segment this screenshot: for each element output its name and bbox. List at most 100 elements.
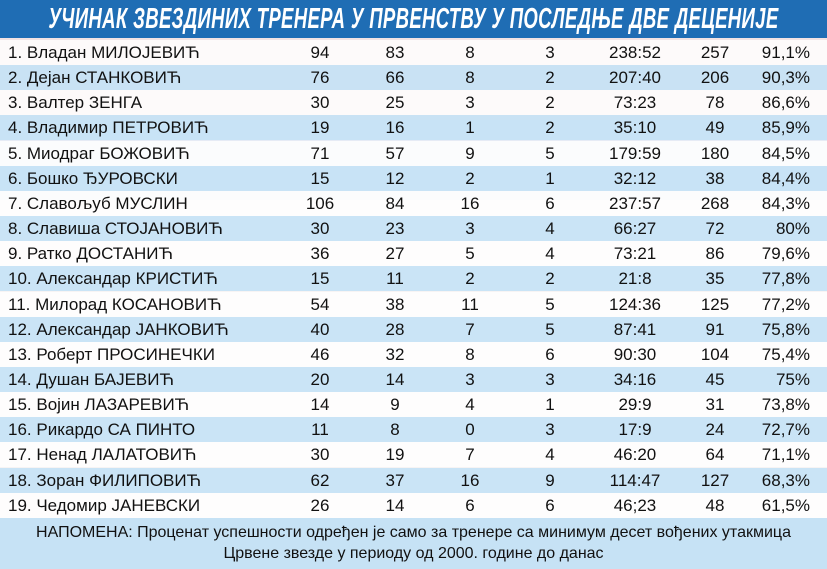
stat-cell: 84,3% <box>761 193 810 213</box>
stat-cell: 73:21 <box>613 244 657 264</box>
stat-cell: 11 <box>386 269 404 289</box>
stat-cell: 5 <box>465 244 475 264</box>
stat-cell: 7 <box>465 319 475 339</box>
stat-cell: 79,6% <box>761 244 810 264</box>
stat-cell: 124:36 <box>609 294 661 314</box>
coach-name: 6. Бошко ЂУРОВСКИ <box>8 168 178 188</box>
stat-cell: 16 <box>460 470 480 490</box>
stat-cell: 37 <box>385 470 405 490</box>
stat-cell: 3 <box>465 369 475 389</box>
stat-cell: 6 <box>465 495 475 515</box>
stat-cell: 16 <box>385 118 405 138</box>
stat-cell: 9 <box>545 470 555 490</box>
stat-cell: 2 <box>465 269 475 289</box>
stat-cell: 5 <box>545 294 555 314</box>
stat-cell: 6 <box>545 344 555 364</box>
stat-cell: 20 <box>310 369 330 389</box>
stat-cell: 71 <box>310 143 330 163</box>
stat-cell: 38 <box>705 168 725 188</box>
coach-name: 18. Зоран ФИЛИПОВИЋ <box>8 470 202 490</box>
table-row: 14. Душан БАЈЕВИЋ 20 14 3 3 34:16 45 75% <box>0 366 827 392</box>
stat-cell: 30 <box>310 93 330 113</box>
stat-cell: 46:20 <box>613 445 657 465</box>
table-row: 9. Ратко ДОСТАНИЋ 36 27 5 4 73:21 86 79,6% <box>0 241 827 267</box>
stat-cell: 104 <box>700 344 730 364</box>
stat-cell: 12 <box>385 168 405 188</box>
stat-cell: 257 <box>700 43 730 62</box>
table-row: 18. Зоран ФИЛИПОВИЋ 62 37 16 9 114:47 127 68,3% <box>0 467 827 493</box>
stat-cell: 54 <box>310 294 330 314</box>
stat-cell: 57 <box>385 143 405 163</box>
stat-cell: 90,3% <box>761 68 810 88</box>
coach-name: 10. Александар КРИСТИЋ <box>8 269 218 289</box>
stat-cell: 86 <box>705 244 725 264</box>
stat-cell: 94 <box>310 43 330 62</box>
stat-cell: 36 <box>310 244 330 264</box>
stat-cell: 66:27 <box>613 219 657 239</box>
note-line: НАПОМЕНА: Проценат успешности одређен је… <box>36 524 791 541</box>
table-row: 7. Славољуб МУСЛИН 106 84 16 6 237:57 268 84,3% <box>0 190 827 216</box>
note: НАПОМЕНА: Проценат успешности одређен је… <box>0 518 827 569</box>
stat-cell: 14 <box>385 369 405 389</box>
stat-cell: 11 <box>461 294 479 314</box>
coach-name: 12. Александар ЈАНКОВИЋ <box>8 319 229 339</box>
stat-cell: 4 <box>545 445 555 465</box>
stat-cell: 14 <box>310 395 330 415</box>
stat-cell: 206 <box>700 68 730 88</box>
stat-cell: 1 <box>465 118 475 138</box>
stat-cell: 2 <box>545 269 555 289</box>
stat-cell: 237:57 <box>609 193 661 213</box>
coach-name: 1. Владан МИЛОЈЕВИЋ <box>8 43 200 62</box>
stat-cell: 30 <box>310 445 330 465</box>
coach-name: 19. Чедомир ЈАНЕВСКИ <box>8 495 201 515</box>
stat-cell: 19 <box>385 445 405 465</box>
coach-name: 4. Владимир ПЕТРОВИЋ <box>8 118 209 138</box>
stat-cell: 1 <box>545 395 555 415</box>
stat-cell: 16 <box>460 193 480 213</box>
stat-cell: 73:23 <box>613 93 657 113</box>
table-row: 1. Владан МИЛОЈЕВИЋ 94 83 8 3 238:52 257 91,1% <box>0 40 827 65</box>
stat-cell: 127 <box>700 470 730 490</box>
stat-cell: 80% <box>775 219 810 239</box>
table-row: 11. Милорад КОСАНОВИЋ 54 38 11 5 124:36 125 77,… <box>0 291 827 317</box>
stat-cell: 87:41 <box>613 319 657 339</box>
stat-cell: 31 <box>705 395 725 415</box>
stat-cell: 86,6% <box>761 93 810 113</box>
coach-name: 16. Рикардо СА ПИНТО <box>8 420 196 440</box>
stat-cell: 91,1% <box>761 43 810 62</box>
stat-cell: 2 <box>545 118 555 138</box>
note-line: Црвене звезде у периоду од 2000. године … <box>223 545 604 562</box>
coach-name: 2. Дејан СТАНКОВИЋ <box>8 68 182 88</box>
stat-cell: 78 <box>705 93 725 113</box>
stat-cell: 9 <box>465 143 475 163</box>
stat-cell: 6 <box>545 495 555 515</box>
coach-name: 17. Ненад ЛАЛАТОВИЋ <box>8 445 197 465</box>
stat-cell: 46;23 <box>613 495 657 515</box>
stat-cell: 2 <box>545 68 555 88</box>
table-row: 4. Владимир ПЕТРОВИЋ 19 16 1 2 35:10 49 85,9% <box>0 115 827 141</box>
stat-cell: 72,7% <box>761 420 810 440</box>
stat-cell: 48 <box>705 495 725 515</box>
stat-cell: 28 <box>385 319 405 339</box>
stat-cell: 21:8 <box>618 269 652 289</box>
stat-cell: 268 <box>700 193 730 213</box>
stat-cell: 3 <box>465 93 475 113</box>
stat-cell: 75,8% <box>761 319 810 339</box>
stat-cell: 64 <box>705 445 725 465</box>
stat-cell: 238:52 <box>609 43 661 62</box>
table-row: 8. Славиша СТОЈАНОВИЋ 30 23 3 4 66:27 72 80% <box>0 216 827 242</box>
stat-cell: 49 <box>705 118 725 138</box>
stat-cell: 84 <box>385 193 405 213</box>
stat-cell: 15 <box>310 269 330 289</box>
stat-cell: 29:9 <box>618 395 652 415</box>
stat-cell: 7 <box>465 445 475 465</box>
stat-cell: 19 <box>310 118 330 138</box>
stat-cell: 5 <box>545 319 555 339</box>
table-row: 2. Дејан СТАНКОВИЋ 76 66 8 2 207:40 206 90,3% <box>0 65 827 91</box>
stat-cell: 26 <box>310 495 330 515</box>
stat-cell: 17:9 <box>618 420 652 440</box>
coach-name: 7. Славољуб МУСЛИН <box>8 193 188 213</box>
table-row: 16. Рикардо СА ПИНТО 11 8 0 3 17:9 24 72,7% <box>0 417 827 443</box>
stat-cell: 73,8% <box>761 395 810 415</box>
stat-cell: 23 <box>385 219 405 239</box>
